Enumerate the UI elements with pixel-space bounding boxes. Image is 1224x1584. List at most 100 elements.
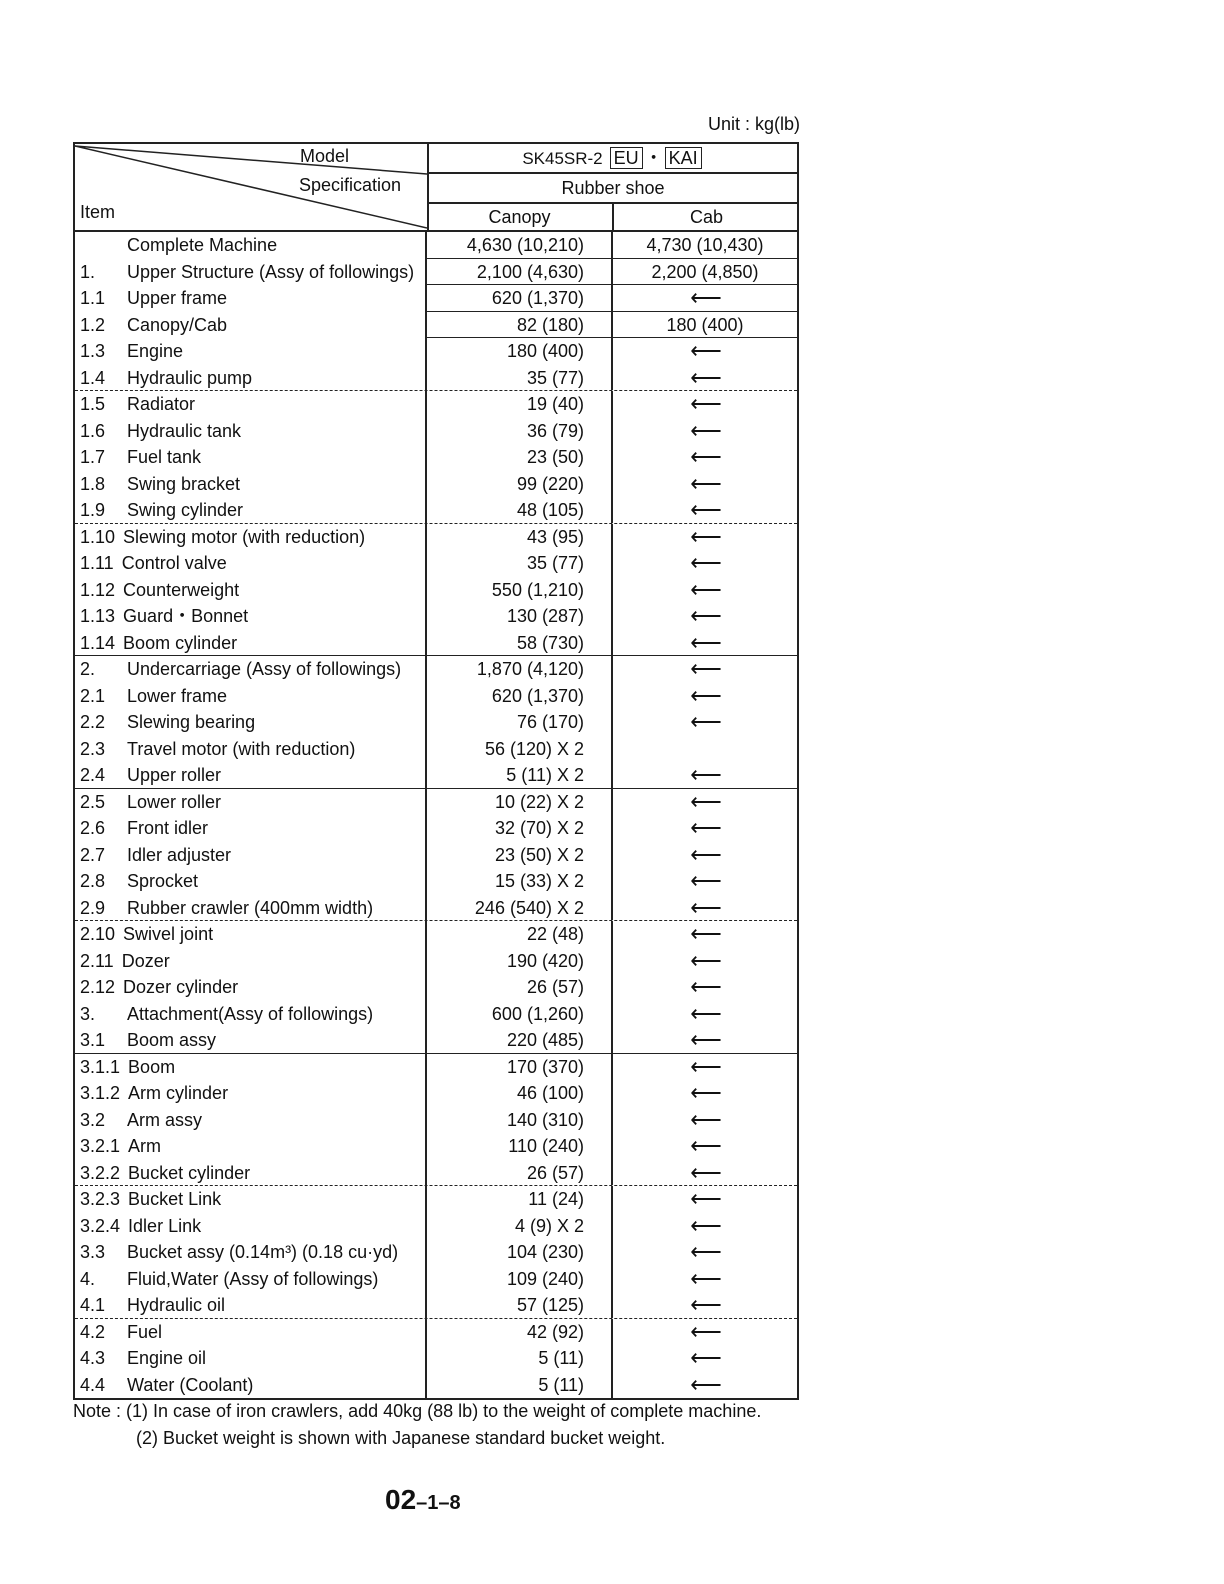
item-number: 2.4 — [80, 765, 106, 785]
same-as-left-arrow-icon: ⟵ — [690, 841, 722, 867]
item-label: Water (Coolant) — [127, 1374, 254, 1395]
canopy-value: 109 (240) — [427, 1265, 613, 1292]
item-cell: 1.13 Guard・Bonnet — [75, 603, 427, 630]
item-number: 2.1 — [80, 685, 106, 706]
canopy-value: 48 (105) — [427, 497, 613, 523]
item-cell: 2.9 Rubber crawler (400mm width) — [75, 894, 427, 920]
table-row: 4.1 Hydraulic oil 57 (125) ⟵ — [75, 1292, 797, 1319]
same-as-left-arrow-icon: ⟵ — [690, 656, 722, 681]
item-number: 3.2 — [80, 1109, 106, 1130]
table-row: 3.2.3 Bucket Link 11 (24) ⟵ — [75, 1186, 797, 1213]
item-number: 1.4 — [80, 367, 106, 388]
item-cell: 2. Undercarriage (Assy of followings) — [75, 656, 427, 683]
item-number: 3.3 — [80, 1242, 106, 1262]
item-number: 1.12 — [80, 579, 116, 600]
item-number: 2.8 — [80, 871, 106, 891]
item-number: 1.9 — [80, 500, 106, 520]
item-cell: 1.2 Canopy/Cab — [75, 311, 427, 338]
item-label: Bucket cylinder — [128, 1162, 251, 1183]
same-as-left-arrow-icon: ⟵ — [690, 1371, 722, 1397]
same-as-left-arrow-icon: ⟵ — [690, 417, 722, 443]
same-as-left-arrow-icon: ⟵ — [690, 391, 722, 416]
item-cell: 2.3 Travel motor (with reduction) — [75, 735, 427, 762]
same-as-left-arrow-icon: ⟵ — [690, 364, 722, 390]
canopy-value: 180 (400) — [427, 338, 613, 365]
same-as-left-arrow-icon: ⟵ — [690, 576, 722, 602]
table-row: 4.4 Water (Coolant) 5 (11) ⟵ — [75, 1371, 797, 1398]
table-body: Complete Machine 4,630 (10,210) 4,730 (10,… — [75, 232, 797, 1398]
item-label: Engine oil — [127, 1348, 207, 1368]
canopy-value: 600 (1,260) — [427, 1000, 613, 1027]
same-as-left-arrow-icon: ⟵ — [690, 921, 722, 946]
table-row: 2.9 Rubber crawler (400mm width) 246 (540)… — [75, 894, 797, 921]
item-label: Bucket assy (0.14m³) (0.18 cu·yd) — [127, 1242, 399, 1262]
item-label: Hydraulic pump — [127, 367, 253, 388]
item-label: Upper frame — [127, 288, 228, 308]
same-as-left-arrow-icon: ⟵ — [690, 1133, 722, 1158]
item-label: Fluid,Water (Assy of followings) — [127, 1268, 379, 1289]
item-label: Travel motor (with reduction) — [127, 738, 356, 759]
table-row: 2.3 Travel motor (with reduction) 56 (120)… — [75, 735, 797, 762]
item-label: Upper Structure (Assy of followings) — [127, 261, 415, 282]
item-label: Arm cylinder — [128, 1083, 229, 1103]
model-row: SK45SR-2 EU ・ KAI — [427, 144, 799, 174]
canopy-value: 11 (24) — [427, 1186, 613, 1213]
item-number: 1.5 — [80, 394, 106, 414]
canopy-value: 43 (95) — [427, 523, 613, 550]
item-cell: 1. Upper Structure (Assy of followings) — [75, 258, 427, 285]
same-as-left-arrow-icon: ⟵ — [690, 682, 722, 708]
same-as-left-arrow-icon: ⟵ — [690, 709, 722, 734]
item-number: 1.14 — [80, 632, 116, 653]
column-headers: Canopy Cab — [427, 204, 799, 230]
same-as-left-arrow-icon: ⟵ — [690, 1318, 722, 1344]
cab-value: 180 (400) — [613, 312, 797, 338]
same-as-left-arrow-icon: ⟵ — [690, 815, 722, 840]
item-label: Canopy/Cab — [127, 314, 228, 335]
table-row: 2.2 Slewing bearing 76 (170) ⟵ — [75, 709, 797, 736]
table-row: 2.11 Dozer 190 (420) ⟵ — [75, 947, 797, 974]
table-row: 3.2.1 Arm 110 (240) ⟵ — [75, 1133, 797, 1160]
canopy-value: 550 (1,210) — [427, 576, 613, 603]
item-number: 3.2.1 — [80, 1136, 121, 1156]
canopy-value: 110 (240) — [427, 1133, 613, 1160]
item-number: 2.3 — [80, 738, 106, 759]
item-cell: 1.14 Boom cylinder — [75, 629, 427, 655]
table-row: 3.1.2 Arm cylinder 46 (100) ⟵ — [75, 1080, 797, 1107]
note-2: (2) Bucket weight is shown with Japanese… — [136, 1428, 666, 1448]
item-label: Slewing motor (with reduction) — [123, 526, 366, 547]
item-label: Engine — [127, 341, 184, 361]
item-label: Complete Machine — [127, 235, 278, 255]
item-number: 1.2 — [80, 314, 106, 335]
table-header: Model Specification Item SK45SR-2 EU ・ KAI… — [75, 144, 799, 232]
canopy-value: 57 (125) — [427, 1292, 613, 1318]
table-row: 3.2 Arm assy 140 (310) ⟵ — [75, 1106, 797, 1133]
model-badge-kai: KAI — [664, 147, 702, 169]
item-label: Lower roller — [127, 791, 222, 812]
item-label: Hydraulic oil — [127, 1295, 226, 1315]
item-cell: 2.4 Upper roller — [75, 762, 427, 788]
item-cell: 1.4 Hydraulic pump — [75, 364, 427, 390]
canopy-value: 5 (11) — [427, 1371, 613, 1398]
same-as-left-arrow-icon: ⟵ — [690, 550, 722, 575]
table-row: 2.10 Swivel joint 22 (48) ⟵ — [75, 921, 797, 948]
table-row: 2.12 Dozer cylinder 26 (57) ⟵ — [75, 974, 797, 1001]
canopy-value: 35 (77) — [427, 550, 613, 577]
item-label: Idler Link — [128, 1215, 202, 1236]
item-cell: 3.2.2 Bucket cylinder — [75, 1159, 427, 1185]
same-as-left-arrow-icon: ⟵ — [690, 762, 722, 787]
table-row: 1.8 Swing bracket 99 (220) ⟵ — [75, 470, 797, 497]
item-number: 1.1 — [80, 288, 106, 308]
canopy-value: 4,630 (10,210) — [427, 232, 613, 259]
table-row: 1.10 Slewing motor (with reduction) 43 (95… — [75, 523, 797, 550]
same-as-left-arrow-icon: ⟵ — [690, 629, 722, 655]
item-number — [75, 232, 127, 259]
item-label: Upper roller — [127, 765, 222, 785]
item-cell: 2.5 Lower roller — [75, 788, 427, 815]
item-cell: 2.11 Dozer — [75, 947, 427, 974]
table-row: 1.7 Fuel tank 23 (50) ⟵ — [75, 444, 797, 471]
item-number: 1.6 — [80, 420, 106, 441]
table-row: 3.1.1 Boom 170 (370) ⟵ — [75, 1053, 797, 1080]
page-number-main: 02 — [385, 1484, 417, 1515]
canopy-value: 42 (92) — [427, 1318, 613, 1345]
